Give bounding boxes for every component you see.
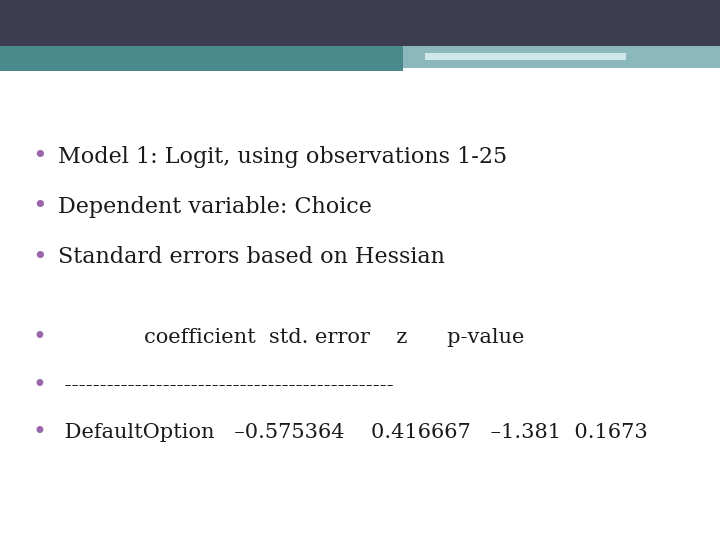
Text: •: • (32, 326, 47, 349)
Text: •: • (32, 421, 47, 444)
Bar (425, 53, 626, 60)
Text: •: • (32, 374, 47, 396)
Text: Standard errors based on Hessian: Standard errors based on Hessian (58, 246, 444, 268)
Text: •: • (32, 246, 47, 268)
Text: Model 1: Logit, using observations 1-25: Model 1: Logit, using observations 1-25 (58, 146, 507, 167)
Bar (0, 67, 403, 71)
Text: -----------------------------------------------: ----------------------------------------… (58, 375, 393, 395)
Bar (0, 46, 403, 68)
Text: DefaultOption   –0.575364    0.416667   –1.381  0.1673: DefaultOption –0.575364 0.416667 –1.381 … (58, 423, 647, 442)
Text: coefficient  std. error    z      p-value: coefficient std. error z p-value (58, 328, 524, 347)
Text: Dependent variable: Choice: Dependent variable: Choice (58, 196, 372, 218)
Text: •: • (32, 195, 47, 218)
Text: •: • (32, 145, 47, 168)
Bar (403, 46, 720, 68)
Bar (0, 0, 720, 46)
